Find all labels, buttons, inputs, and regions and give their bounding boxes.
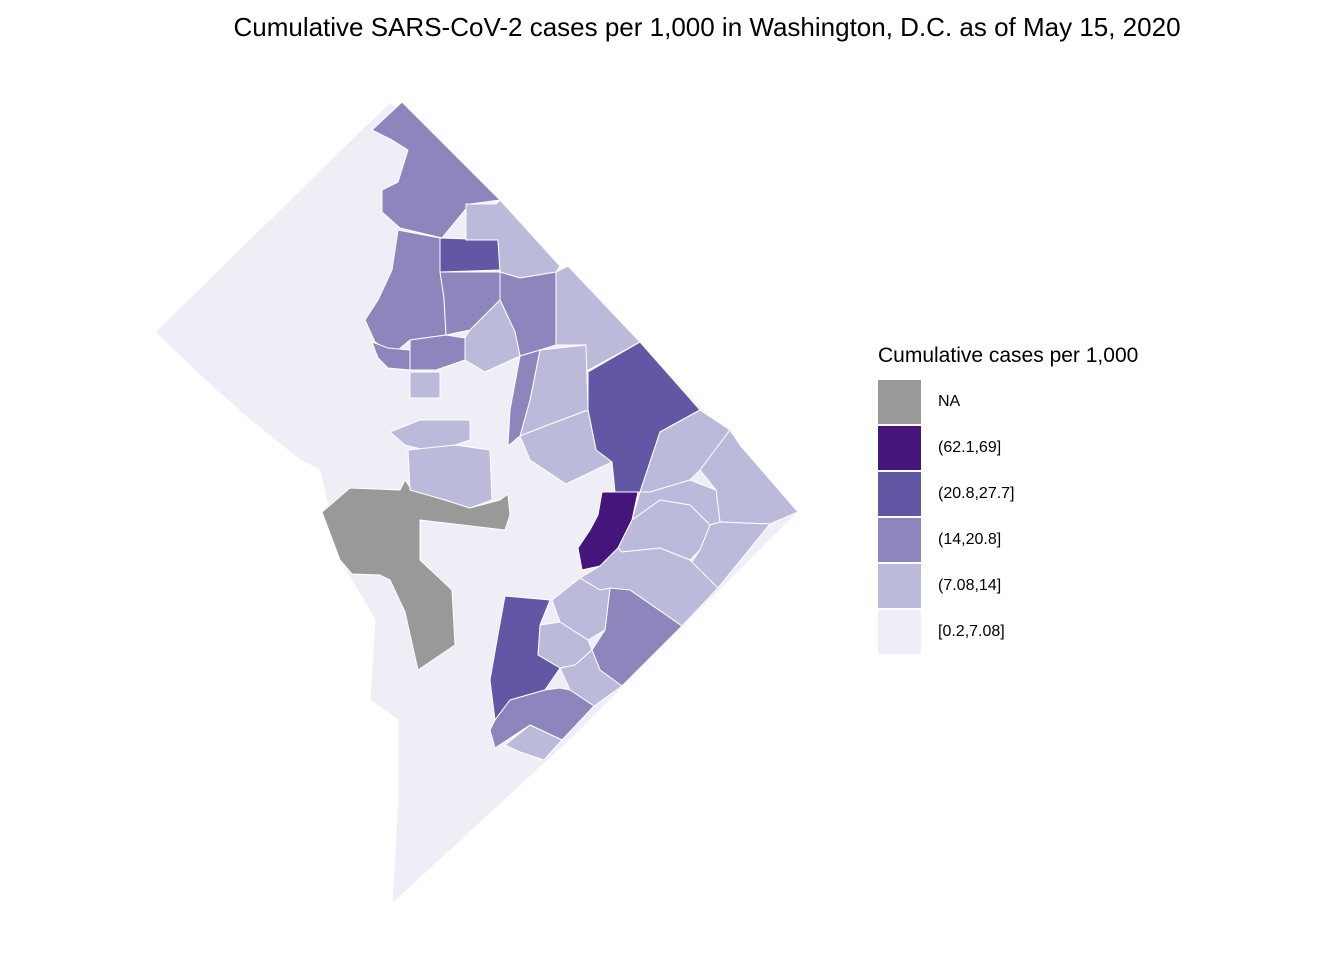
region-mid-light: [389, 419, 471, 451]
region-highest: [577, 491, 639, 571]
legend-title: Cumulative cases per 1,000: [878, 344, 1139, 367]
legend-label: NA: [938, 393, 961, 410]
legend-label: (62.1,69]: [938, 439, 1002, 456]
legend-swatch: [878, 518, 921, 562]
legend-items: NA (62.1,69] (20.8,27.7] (14,20.8] (7.08,14]…: [878, 379, 1138, 655]
region-mid-light-2: [407, 444, 493, 509]
legend-label: (20.8,27.7]: [938, 485, 1015, 502]
region-small-square: [409, 371, 441, 399]
legend-swatch: [878, 472, 921, 516]
legend-label: (14,20.8]: [938, 531, 1002, 548]
legend-item: (14,20.8]: [878, 517, 1138, 563]
legend: Cumulative cases per 1,000 NA (62.1,69] (2…: [878, 344, 1138, 655]
legend-item: (20.8,27.7]: [878, 471, 1138, 517]
legend-swatch: [878, 426, 921, 470]
legend-item: NA: [878, 379, 1138, 425]
region-east-middle: [519, 409, 613, 485]
region-nw-small: [371, 341, 411, 371]
region-na: [321, 479, 511, 671]
region-center-light: [464, 299, 521, 373]
region-north-block: [439, 237, 501, 273]
legend-swatch: [878, 564, 921, 608]
legend-swatch: [878, 610, 921, 654]
map-title: Cumulative SARS-CoV-2 cases per 1,000 in…: [233, 12, 1181, 42]
region-south-tip: [504, 724, 563, 761]
legend-item: [0.2,7.08]: [878, 609, 1138, 655]
legend-label: (7.08,14]: [938, 577, 1002, 594]
neighborhood-regions: [154, 101, 799, 905]
legend-label: [0.2,7.08]: [938, 623, 1005, 640]
legend-item: (62.1,69]: [878, 425, 1138, 471]
legend-item: (7.08,14]: [878, 563, 1138, 609]
legend-swatch: [878, 380, 921, 424]
